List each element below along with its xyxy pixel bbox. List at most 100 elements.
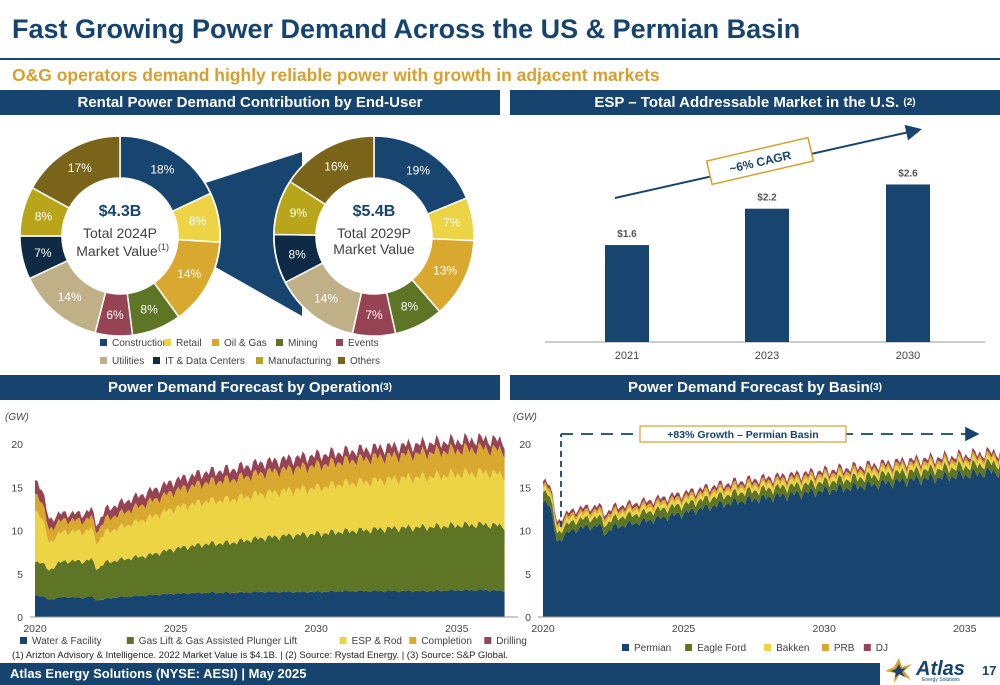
basin-y-tick-15: 15 [519,482,531,494]
donut-2029-value: $5.4B [353,203,396,220]
operation-x-tick-2035: 2035 [445,623,469,635]
operation-y-unit: (GW) [5,412,29,423]
operation-y-tick-10: 10 [11,526,23,538]
growth-callout-box [639,425,847,443]
operation-area-completion [35,442,505,545]
legend-label-events: Events [348,338,379,349]
esp-x-tick-2030: 2030 [896,350,920,362]
donut-2024-label-retail: 8% [189,214,207,228]
donut-2024-value: $4.3B [99,203,142,220]
operation-x-tick-2025: 2025 [164,623,188,635]
operation-legend-label-drilling: Drilling [496,636,527,647]
legend-label-oil-gas: Oil & Gas [224,338,267,349]
esp-panel-sup: (2) [903,97,916,108]
operation-area-esp-rod [35,467,505,571]
basin-y-unit: (GW) [513,412,537,423]
basin-legend-swatch-permian [622,644,629,651]
donut-connector [196,152,302,316]
legend-label-mining: Mining [288,338,317,349]
basin-area-dj [543,446,1000,526]
basin-legend-label-permian: Permian [634,643,671,654]
donut-2024-sup: (1) [158,242,169,252]
donut-2024-label-manufacturing: 8% [35,209,53,223]
legend-swatch-oil-gas [212,339,219,346]
operation-legend-label-esp-rod: ESP & Rod [352,636,402,647]
esp-x-tick-2021: 2021 [615,350,639,362]
basin-legend-swatch-eagle-ford [685,644,693,651]
esp-x-tick-2023: 2023 [755,350,779,362]
esp-bar-label-2021: $1.6 [617,229,637,240]
title-divider [0,58,1000,60]
basin-area-bakken [543,453,1000,534]
footer-bar: Atlas Energy Solutions (NYSE: AESI) | Ma… [0,663,1000,685]
operation-panel-title: Power Demand Forecast by Operation [108,379,380,396]
basin-area-permian [543,467,1000,617]
esp-bar-2023 [745,208,789,342]
operation-legend-swatch-gas-lift-gas-assisted-plunger-lift [126,637,134,644]
donut-2024-label-mining: 8% [140,302,158,316]
donut-2029-label-construction: 19% [406,163,430,177]
donut-2029-label-1: Total 2029P [337,225,411,241]
legend-label-construction: Construction [112,338,168,349]
basin-legend-swatch-prb [821,644,829,651]
legend-swatch-it-data-centers [153,357,160,364]
logo-subtext: Energy Solutions [922,677,960,683]
operation-y-tick-15: 15 [11,482,23,494]
esp-panel-header: ESP – Total Addressable Market in the U.… [510,90,1000,115]
legend-label-it-data-centers: IT & Data Centers [165,356,245,367]
legend-swatch-others [338,357,345,364]
donut-2029-label-mining: 8% [401,300,419,314]
operation-legend-swatch-completion [409,637,417,644]
basin-legend-swatch-dj [863,644,871,651]
basin-y-tick-10: 10 [519,526,531,538]
basin-x-tick-2025: 2025 [672,623,696,635]
operation-legend-label-gas-lift-gas-assisted-plunger-lift: Gas Lift & Gas Assisted Plunger Lift [139,636,298,647]
donut-2024-label-events: 6% [106,308,124,322]
legend-swatch-construction [100,339,107,346]
page-number: 17 [982,663,997,678]
basin-y-tick-5: 5 [525,569,531,581]
legend-label-retail: Retail [176,338,202,349]
operation-x-tick-2020: 2020 [23,623,47,635]
basin-panel-sup: (3) [869,382,882,393]
esp-bar-chart: $1.6 2021 $2.2 2023 $2.6 2030 ~6% CAGR [545,124,985,362]
operation-panel-sup: (3) [379,382,392,393]
donut-2029: 19% 7% 13% 8% 7% 14% 8% 9% 16% [273,135,475,337]
operation-area-water-facility [35,589,505,617]
operation-y-tick-5: 5 [17,569,23,581]
operation-legend-label-completion: Completion [421,636,472,647]
donut-2029-label-events: 7% [365,308,383,322]
donut-2029-label-retail: 7% [443,216,461,230]
donut-2024-label-2: Market Value [76,243,158,259]
operation-area-gas-lift-gas-assisted-plunger-lift [35,521,505,601]
donut-2029-label-utilities: 14% [314,292,338,306]
legend-swatch-manufacturing [256,357,263,364]
legend-swatch-utilities [100,357,107,364]
basin-legend-swatch-bakken [764,644,772,651]
donut-2024: 18% 8% 14% 8% 6% 14% 7% 8% 17% [19,135,302,337]
basin-y-tick-20: 20 [519,439,531,451]
footnote: (1) Arizton Advisory & Intelligence. 202… [12,650,509,661]
operation-legend-label-water-facility: Water & Facility [32,636,102,647]
legend-label-manufacturing: Manufacturing [268,356,331,367]
basin-legend-label-eagle-ford: Eagle Ford [697,643,746,654]
donut-2029-slice-others [289,135,375,206]
donut-2029-label-others: 16% [324,160,348,174]
esp-panel-title: ESP – Total Addressable Market in the U.… [594,94,900,111]
operation-area-drilling [35,432,505,534]
rental-panel-header: Rental Power Demand Contribution by End-… [0,90,500,115]
donut-legend: Construction Retail Oil & Gas Mining Events U… [100,338,380,367]
donut-2029-label-it-data-centers: 8% [288,247,306,261]
cagr-callout: ~6% CAGR [705,136,815,186]
basin-legend-label-dj: DJ [876,643,888,654]
donut-2024-label-1: Total 2024P [83,225,157,241]
atlas-star-icon [885,658,912,683]
donut-2029-label-manufacturing: 9% [290,206,308,220]
legend-swatch-mining [276,339,283,346]
basin-x-tick-2035: 2035 [953,623,977,635]
footer-text: Atlas Energy Solutions (NYSE: AESI) | Ma… [10,666,307,681]
operation-y-tick-0: 0 [17,612,23,624]
donut-2024-label-construction: 18% [150,162,174,176]
